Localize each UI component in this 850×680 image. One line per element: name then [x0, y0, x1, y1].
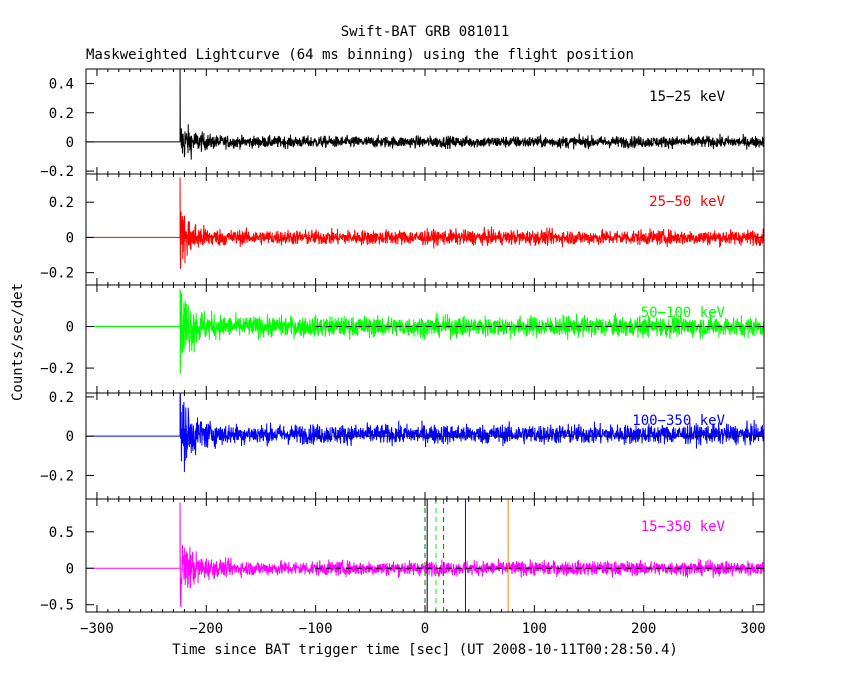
x-tick-label: 100 [522, 621, 547, 637]
light-curve-4 [179, 393, 764, 473]
panel-3: −0.2 0 50−100 keV [40, 284, 765, 394]
x-tick-label: 0 [421, 621, 429, 637]
x-tick-label: −300 [80, 621, 114, 637]
y-tick-label: −0.2 [40, 361, 74, 377]
panel-2: −0.2 0 0.2 25−50 keV [40, 173, 765, 286]
y-tick-label: 0 [66, 561, 74, 577]
y-tick-label: 0 [66, 230, 74, 246]
panel-1: −0.2 0 0.2 0.4 15−25 keV [40, 68, 765, 180]
y-tick-label: 0 [66, 429, 74, 445]
panel-label: 15−25 keV [649, 89, 725, 105]
x-tick-labels: −300 −200 −100 0 100 200 300 [80, 621, 766, 637]
chart-subtitle: Maskweighted Lightcurve (64 ms binning) … [86, 47, 634, 63]
panel-label: 50−100 keV [641, 305, 726, 321]
panel-frame [85, 68, 765, 175]
light-curve-1 [179, 69, 764, 160]
light-curve-2 [179, 177, 764, 269]
x-tick-label: 200 [631, 621, 656, 637]
y-tick-label: 0.2 [49, 195, 74, 211]
panel-label: 100−350 keV [632, 413, 725, 429]
y-axis-label: Counts/sec/det [10, 283, 26, 401]
y-tick-label: 0.2 [49, 106, 74, 122]
light-curve-5 [179, 502, 764, 608]
y-tick-label: 0 [66, 135, 74, 151]
panel-label: 25−50 keV [649, 194, 725, 210]
x-tick-label: −100 [299, 621, 333, 637]
y-tick-label: −0.2 [40, 266, 74, 282]
panel-4: −0.2 0 0.2 100−350 keV [40, 390, 765, 500]
y-tick-label: 0.2 [49, 390, 74, 406]
chart-title: Swift-BAT GRB 081011 [341, 24, 510, 40]
x-tick-label: −200 [189, 621, 223, 637]
light-curve-3 [179, 289, 764, 375]
x-tick-label: 300 [740, 621, 765, 637]
y-tick-label: −0.2 [40, 164, 74, 180]
x-axis-label: Time since BAT trigger time [sec] (UT 20… [172, 642, 678, 658]
y-tick-label: 0.5 [49, 525, 74, 541]
y-tick-label: 0.4 [49, 77, 74, 93]
panels-group: −0.200.20.415−25 keV−0.200.2 25−50 keV−0.… [40, 68, 765, 614]
panel-5: −0.5 0 0.5 15−350 keV [40, 498, 765, 614]
panel-label: 15−350 keV [641, 519, 726, 535]
y-tick-label: −0.2 [40, 468, 74, 484]
y-tick-label: 0 [66, 320, 74, 336]
y-tick-label: −0.5 [40, 598, 74, 614]
